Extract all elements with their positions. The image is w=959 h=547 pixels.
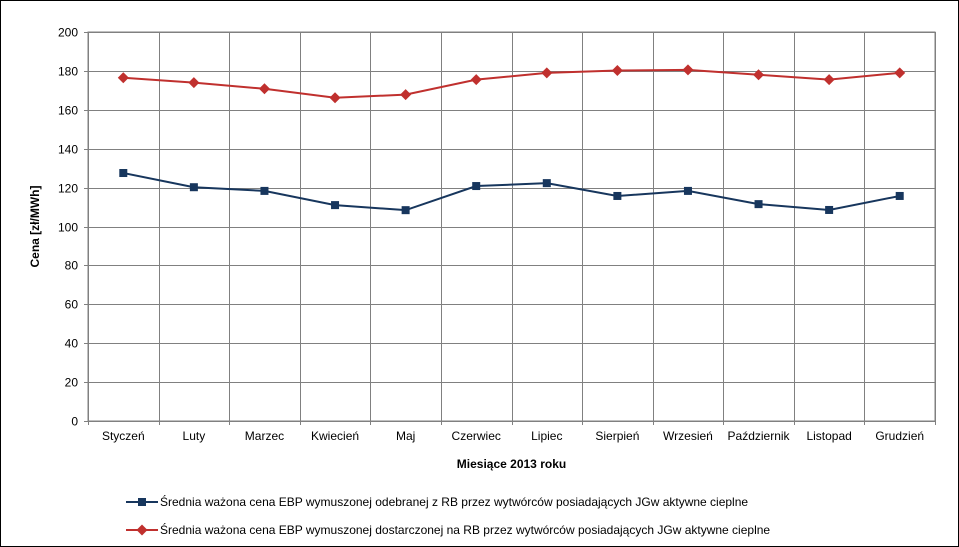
data-point [611,65,623,77]
series-group [117,64,906,215]
x-tick-label: Kwiecień [311,429,359,443]
legend: Średnia ważona cena EBP wymuszonej odebr… [126,494,770,537]
data-point [825,205,834,214]
data-point [119,169,128,178]
y-tick-label: 80 [65,259,79,273]
y-axis-title: Cena [zł/MWh] [28,186,42,268]
data-point [329,92,341,104]
y-tick-label: 180 [58,65,78,79]
data-point [613,191,622,200]
data-point [894,67,906,79]
y-axis: 0 20 40 60 80 100 120 140 160 180 200 [58,26,88,429]
x-tick-label: Sierpień [595,429,639,443]
x-tick-label: Listopad [806,429,851,443]
legend-label: Średnia ważona cena EBP wymuszonej dosta… [160,522,770,537]
x-tick-label: Marzec [245,429,284,443]
data-point [117,72,129,84]
x-tick-label: Grudzień [875,429,924,443]
data-point [895,191,904,200]
data-point [683,186,692,195]
data-point [258,83,270,95]
series-line [123,68,900,99]
data-point [542,179,551,188]
grid [88,32,936,422]
y-tick-label: 20 [65,376,79,390]
legend-label: Średnia ważona cena EBP wymuszonej odebr… [160,494,748,509]
x-tick-label: Wrzesień [663,429,713,443]
y-tick-label: 140 [58,143,78,157]
y-tick-label: 60 [65,298,79,312]
legend-marker [138,498,146,506]
data-point [400,89,412,101]
y-tick-label: 120 [58,182,78,196]
series-line [123,172,900,212]
x-tick-label: Lipiec [531,429,562,443]
legend-item: Średnia ważona cena EBP wymuszonej dosta… [126,522,770,537]
data-point [682,64,694,76]
data-point [753,69,765,81]
x-tick-label: Luty [183,429,206,443]
x-tick-label: Październik [728,429,791,443]
data-point [189,183,198,192]
legend-item: Średnia ważona cena EBP wymuszonej odebr… [126,494,748,509]
data-point [472,182,481,191]
data-point [188,77,200,89]
data-point [823,74,835,86]
x-tick-label: Czerwiec [452,429,501,443]
x-axis-title: Miesiące 2013 roku [457,457,566,471]
x-tick-label: Styczeń [102,429,145,443]
y-tick-label: 0 [71,415,78,429]
y-tick-label: 40 [65,337,79,351]
data-point [260,186,269,195]
x-tick-label: Maj [396,429,415,443]
y-tick-label: 160 [58,104,78,118]
series-2 [117,64,906,104]
y-tick-label: 200 [58,26,78,40]
data-point [331,201,340,210]
x-axis: Styczeń Luty Marzec Kwiecień Maj Czerwiec Lipi… [88,421,936,443]
data-point [541,67,553,79]
data-point [754,200,763,209]
plot-area [87,31,936,422]
y-tick-label: 100 [58,221,78,235]
data-point [470,74,482,86]
legend-marker [136,524,148,536]
series-1 [119,169,904,215]
data-point [401,206,410,215]
